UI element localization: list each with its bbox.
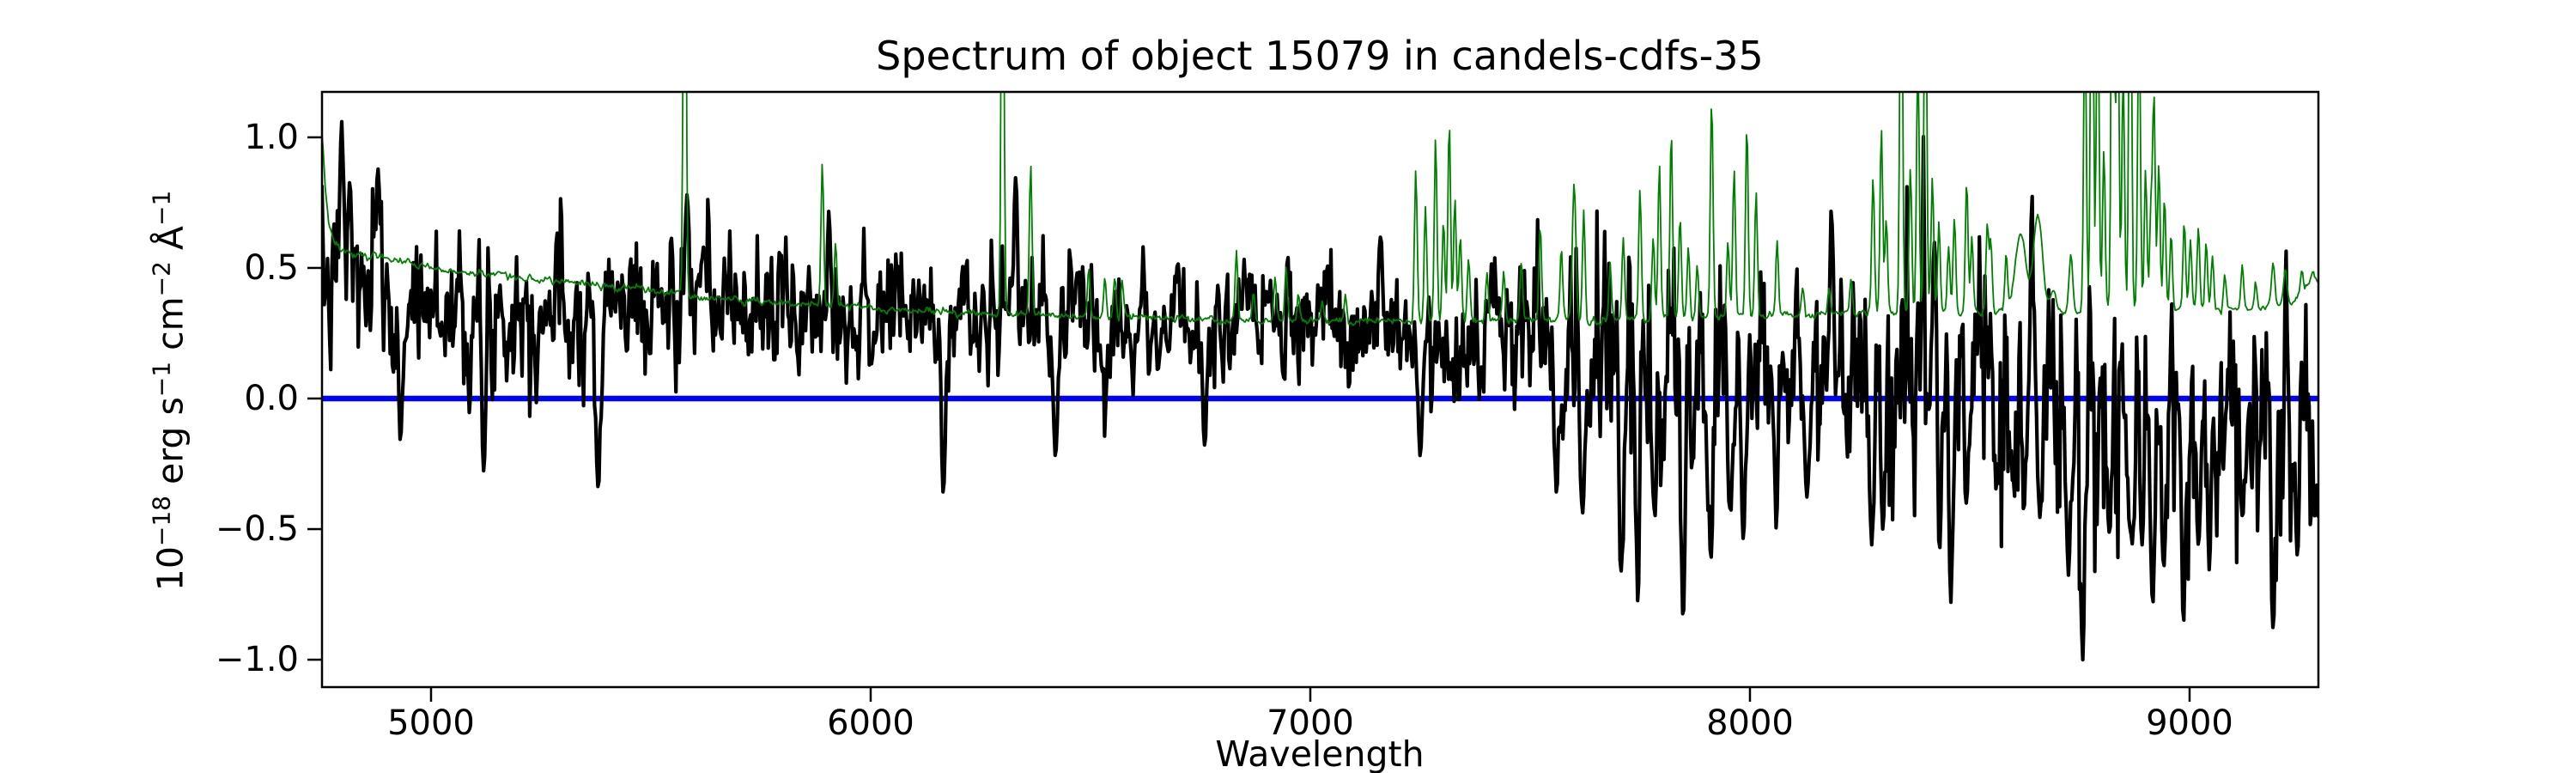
y-tick-label: 0.0 (244, 378, 299, 418)
y-axis-label-exponent: −1 (147, 190, 176, 227)
x-tick-label: 9000 (2146, 703, 2233, 743)
plot-data-area (322, 92, 2318, 662)
x-axis-label: Wavelength (1215, 733, 1425, 773)
y-tick-label: −0.5 (215, 509, 299, 550)
y-tick-label: 1.0 (244, 117, 299, 157)
x-tick-label: 7000 (1267, 703, 1354, 743)
y-tick-label: 0.5 (244, 247, 299, 288)
x-tick-label: 8000 (1706, 703, 1794, 743)
x-tick-label: 6000 (827, 703, 914, 743)
plot-border (320, 90, 2320, 689)
y-tick-label: −1.0 (215, 640, 299, 680)
chart-title: Spectrum of object 15079 in candels-cdfs… (876, 33, 1764, 79)
flux-spectrum-line (322, 119, 2318, 662)
noise-spectrum-line (322, 92, 2318, 327)
x-tick-label: 5000 (387, 703, 475, 743)
